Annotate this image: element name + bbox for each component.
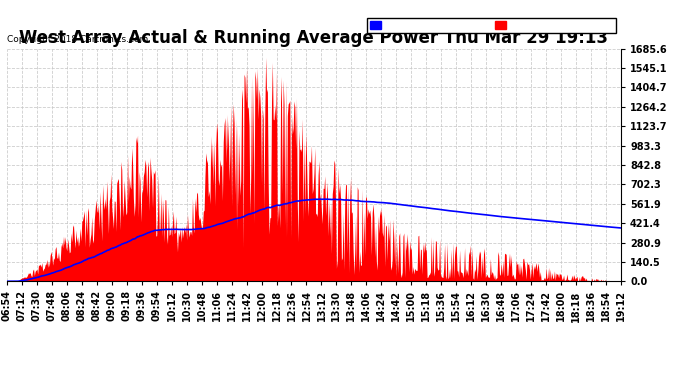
Title: West Array Actual & Running Average Power Thu Mar 29 19:13: West Array Actual & Running Average Powe… [19,29,609,47]
Legend: Average (DC Watts), West Array (DC Watts): Average (DC Watts), West Array (DC Watts… [367,18,616,33]
Text: Copyright 2018 Cartronics.com: Copyright 2018 Cartronics.com [7,35,148,44]
